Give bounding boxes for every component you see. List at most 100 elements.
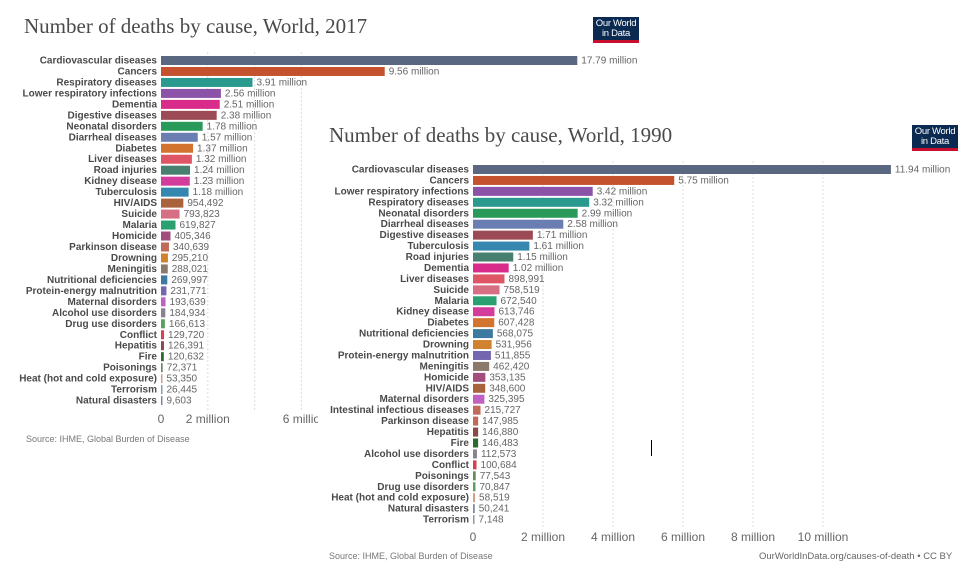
value-label: 511,855 bbox=[495, 350, 531, 361]
value-label: 1.23 million bbox=[194, 176, 245, 187]
x-tick-label: 10 million bbox=[798, 530, 849, 544]
value-label: 146,483 bbox=[482, 438, 519, 449]
value-label: 1.24 million bbox=[194, 165, 245, 176]
value-label: 325,395 bbox=[488, 394, 525, 405]
bar bbox=[473, 219, 564, 229]
bar bbox=[161, 110, 217, 120]
category-label: Hepatitis bbox=[427, 427, 470, 438]
bar bbox=[161, 121, 203, 131]
category-label: Homicide bbox=[112, 231, 157, 242]
bar bbox=[161, 198, 184, 208]
bar bbox=[161, 77, 253, 87]
value-label: 17.79 million bbox=[581, 56, 637, 67]
bar bbox=[161, 275, 168, 285]
category-label: Drug use disorders bbox=[377, 482, 469, 493]
bar bbox=[473, 471, 476, 481]
value-label: 58,519 bbox=[479, 493, 510, 504]
bar bbox=[473, 285, 500, 295]
category-label: Homicide bbox=[424, 372, 469, 383]
footer-url-link[interactable]: OurWorldInData.org/causes-of-death • CC … bbox=[759, 551, 953, 562]
bar bbox=[161, 209, 180, 219]
bar bbox=[473, 372, 486, 382]
value-label: 2.99 million bbox=[582, 208, 633, 219]
value-label: 1.78 million bbox=[207, 121, 258, 132]
bar bbox=[473, 329, 493, 339]
value-label: 3.91 million bbox=[256, 77, 307, 88]
bar bbox=[161, 396, 163, 406]
value-label: 2.56 million bbox=[225, 88, 276, 99]
category-label: Nutritional deficiencies bbox=[47, 275, 157, 286]
value-label: 129,720 bbox=[168, 330, 205, 341]
category-label: Alcohol use disorders bbox=[364, 449, 469, 460]
bar bbox=[161, 88, 221, 98]
category-label: Fire bbox=[451, 438, 470, 449]
category-label: Meningitis bbox=[420, 361, 470, 372]
bar bbox=[161, 374, 163, 384]
bar bbox=[473, 449, 477, 459]
bar bbox=[473, 482, 476, 492]
category-label: Tuberculosis bbox=[408, 241, 470, 252]
value-label: 1.61 million bbox=[533, 241, 584, 252]
x-tick-label: 0 bbox=[470, 530, 477, 544]
category-label: Fire bbox=[139, 352, 158, 363]
bar bbox=[161, 165, 191, 175]
bar bbox=[161, 176, 190, 186]
bar bbox=[161, 220, 176, 230]
value-label: 166,613 bbox=[169, 319, 206, 330]
category-label: Poisonings bbox=[415, 471, 469, 482]
value-label: 288,021 bbox=[172, 264, 209, 275]
value-label: 9,603 bbox=[167, 396, 192, 407]
category-label: Terrorism bbox=[423, 515, 469, 526]
bar bbox=[161, 253, 168, 263]
category-label: Liver diseases bbox=[400, 274, 469, 285]
category-label: Digestive diseases bbox=[380, 230, 470, 241]
category-label: Diabetes bbox=[427, 318, 469, 329]
value-label: 793,823 bbox=[184, 209, 221, 220]
bar bbox=[473, 405, 481, 415]
value-label: 53,350 bbox=[167, 374, 198, 385]
bar bbox=[473, 318, 495, 328]
x-tick-label: 6 millio bbox=[283, 412, 321, 426]
value-label: 126,391 bbox=[168, 341, 205, 352]
category-label: Conflict bbox=[120, 330, 158, 341]
value-label: 348,600 bbox=[489, 383, 526, 394]
bar bbox=[161, 231, 171, 241]
bar bbox=[473, 274, 505, 284]
chart-title-2017: Number of deaths by cause, World, 2017 bbox=[24, 14, 368, 38]
category-label: Natural disasters bbox=[388, 504, 470, 515]
value-label: 340,639 bbox=[173, 242, 210, 253]
owid-logo-1990[interactable]: Our World in Data bbox=[912, 125, 958, 151]
category-label: Maternal disorders bbox=[380, 394, 470, 405]
value-label: 112,573 bbox=[481, 449, 517, 460]
value-label: 3.32 million bbox=[593, 197, 644, 208]
category-label: HIV/AIDS bbox=[114, 198, 158, 209]
bar bbox=[161, 99, 220, 109]
category-label: Heat (hot and cold exposure) bbox=[331, 493, 469, 504]
category-label: Cardiovascular diseases bbox=[352, 165, 470, 176]
bar bbox=[473, 340, 492, 350]
bar-chart-2017: Cardiovascular diseases 17.79 million Canc… bbox=[19, 52, 637, 426]
bar-chart-1990: Cardiovascular diseases 11.94 million Canc… bbox=[330, 161, 950, 544]
value-label: 5.75 million bbox=[678, 175, 729, 186]
category-label: Hepatitis bbox=[115, 341, 158, 352]
category-label: Neonatal disorders bbox=[66, 121, 157, 132]
category-label: Conflict bbox=[432, 460, 470, 471]
category-label: Intestinal infectious diseases bbox=[330, 405, 469, 416]
category-label: Neonatal disorders bbox=[378, 208, 469, 219]
category-label: Road injuries bbox=[406, 252, 470, 263]
logo-line2: in Data bbox=[601, 28, 630, 39]
bar bbox=[473, 241, 530, 251]
category-label: Road injuries bbox=[94, 165, 158, 176]
value-label: 531,956 bbox=[496, 340, 533, 351]
category-label: Cardiovascular diseases bbox=[40, 56, 158, 67]
bar bbox=[161, 132, 198, 142]
bar bbox=[161, 352, 164, 362]
value-label: 1.37 million bbox=[197, 143, 248, 154]
bar bbox=[161, 341, 164, 351]
bar bbox=[161, 154, 192, 164]
bar bbox=[473, 175, 675, 185]
source-note-2017: Source: IHME, Global Burden of Disease bbox=[26, 434, 190, 444]
bar bbox=[473, 394, 485, 404]
owid-logo-2017[interactable]: Our World in Data bbox=[593, 17, 639, 43]
bar bbox=[161, 308, 166, 318]
